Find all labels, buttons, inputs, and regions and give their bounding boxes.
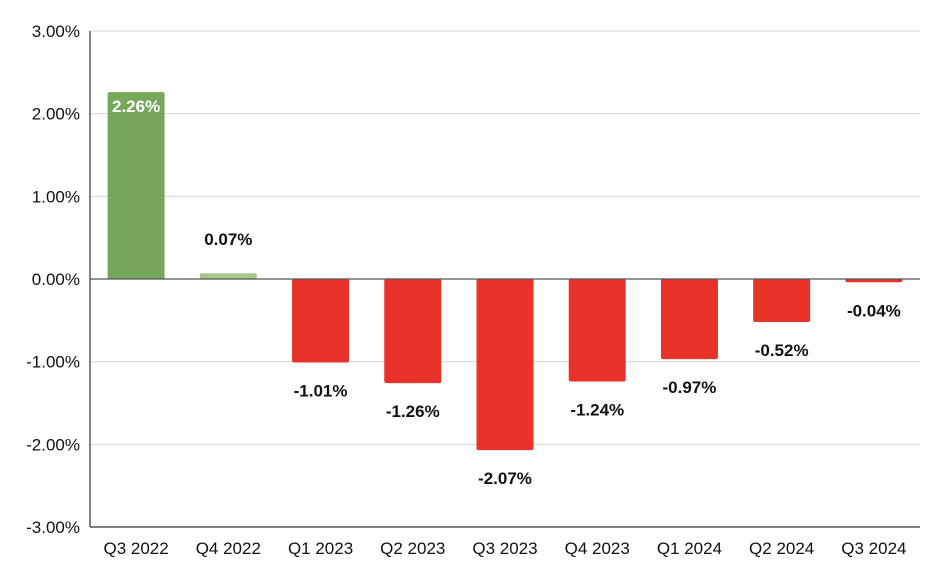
x-tick-label: Q3 2024 <box>841 539 906 558</box>
bar <box>199 273 257 279</box>
bar <box>292 279 350 363</box>
data-label: -0.52% <box>755 341 809 360</box>
data-label: -0.04% <box>847 301 901 320</box>
y-tick-label: 0.00% <box>32 270 80 289</box>
y-tick-label: -3.00% <box>26 518 80 537</box>
bar <box>384 279 442 384</box>
data-labels: 2.26% 0.07% -1.01% -1.26% -2.07% -1.24% -0.97%… <box>112 97 901 488</box>
bar <box>107 92 165 279</box>
bars <box>107 92 903 451</box>
x-tick-label: Q2 2023 <box>380 539 445 558</box>
bar <box>568 279 626 382</box>
data-label: -1.01% <box>294 381 348 400</box>
x-tick-labels: Q3 2022 Q4 2022 Q1 2023 Q2 2023 Q3 2023 Q4 20… <box>103 539 906 558</box>
x-tick-label: Q1 2023 <box>288 539 353 558</box>
data-label: 2.26% <box>112 97 160 116</box>
data-label: -1.24% <box>570 401 624 420</box>
bar <box>660 279 718 360</box>
y-tick-labels: 3.00% 2.00% 1.00% 0.00% -1.00% -2.00% -3.00% <box>26 22 80 537</box>
data-label: -1.26% <box>386 402 440 421</box>
bar <box>753 279 811 322</box>
bar <box>845 279 903 283</box>
y-tick-label: 2.00% <box>32 105 80 124</box>
x-tick-label: Q1 2024 <box>657 539 722 558</box>
x-tick-label: Q4 2022 <box>196 539 261 558</box>
y-tick-label: -1.00% <box>26 353 80 372</box>
data-label: -2.07% <box>478 469 532 488</box>
x-tick-label: Q3 2023 <box>472 539 537 558</box>
y-tick-label: 3.00% <box>32 22 80 41</box>
data-label: -0.97% <box>663 378 717 397</box>
x-tick-label: Q3 2022 <box>103 539 168 558</box>
x-tick-label: Q4 2023 <box>565 539 630 558</box>
y-tick-label: -2.00% <box>26 435 80 454</box>
data-label: 0.07% <box>204 230 252 249</box>
x-tick-label: Q2 2024 <box>749 539 814 558</box>
y-tick-label: 1.00% <box>32 187 80 206</box>
bar <box>476 279 534 451</box>
